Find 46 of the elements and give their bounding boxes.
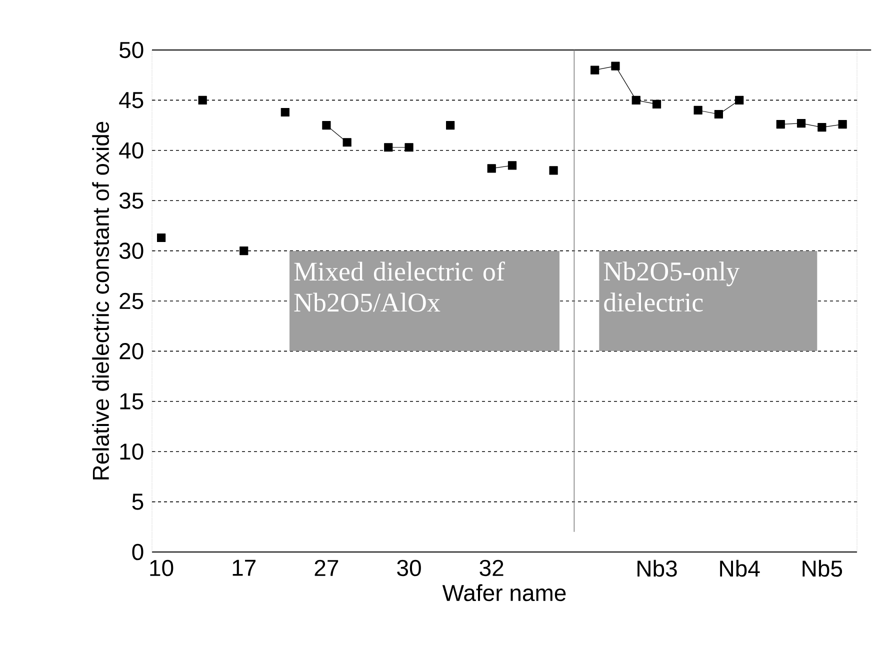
point (240, 246, 248, 256)
point (549, 166, 558, 175)
x-axis-title: Wafer name (442, 584, 566, 602)
y-tick-label: 30 (119, 242, 144, 259)
point (404, 143, 414, 152)
point (838, 120, 847, 129)
point (198, 96, 207, 104)
point (776, 120, 785, 129)
y-axis-title: Relative dielectric constant of oxide (92, 122, 110, 480)
y-tick-label: 20 (120, 343, 144, 360)
point (487, 164, 496, 173)
point (280, 108, 290, 117)
point (632, 96, 640, 104)
x-tick-label: Nb4 (720, 560, 760, 577)
point (735, 96, 744, 104)
x-tick-label: 30 (397, 560, 421, 576)
annotation: Nb2O5-only dielectric (604, 262, 740, 312)
y-tick-label: 25 (120, 292, 144, 310)
point (818, 123, 826, 132)
x-tick-label: 10 (150, 560, 174, 576)
point (156, 233, 166, 242)
point (342, 138, 352, 147)
point (384, 143, 393, 152)
point (322, 120, 331, 130)
point (714, 110, 723, 119)
x-tick-label: 27 (314, 560, 338, 576)
point (508, 161, 517, 170)
y-tick-label: 40 (119, 142, 144, 159)
y-tick-label: 5 (132, 494, 144, 510)
point (652, 100, 662, 109)
x-tick-label: Nb3 (638, 560, 677, 577)
y-tick-label: 45 (119, 92, 144, 108)
y-tick-label: 50 (119, 42, 144, 58)
point (694, 106, 702, 115)
x-tick-label: Nb5 (802, 560, 842, 577)
point (611, 62, 620, 70)
point (446, 120, 455, 130)
y-tick-label: 10 (120, 443, 144, 460)
y-tick-label: 35 (119, 192, 144, 209)
y-tick-label: 15 (120, 393, 144, 410)
x-tick-label: 32 (480, 560, 504, 576)
annotation: Mixed dielectric of Nb2O5/AlOx (294, 261, 505, 312)
point (796, 118, 806, 128)
y-tick-label: 0 (132, 544, 144, 560)
point (590, 66, 600, 74)
x-tick-label: 17 (232, 560, 256, 576)
